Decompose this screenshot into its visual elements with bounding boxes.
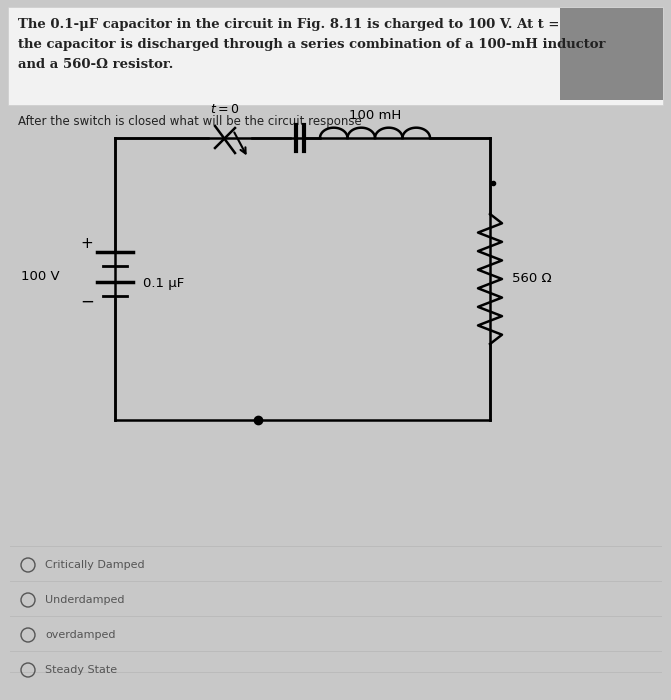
- Text: Underdamped: Underdamped: [45, 595, 125, 605]
- Text: 0.1 μF: 0.1 μF: [143, 277, 185, 290]
- Text: After the switch is closed what will be the circuit response: After the switch is closed what will be …: [18, 115, 362, 128]
- Text: overdamped: overdamped: [45, 630, 115, 640]
- Text: 100 V: 100 V: [21, 270, 60, 284]
- Text: Steady State: Steady State: [45, 665, 117, 675]
- Text: The 0.1-μF capacitor in the circuit in Fig. 8.11 is charged to 100 V. At t =: The 0.1-μF capacitor in the circuit in F…: [18, 18, 560, 31]
- Text: 560 Ω: 560 Ω: [512, 272, 552, 286]
- Text: the capacitor is discharged through a series combination of a 100-mH inductor: the capacitor is discharged through a se…: [18, 38, 605, 51]
- Text: 100 mH: 100 mH: [349, 108, 401, 122]
- Text: and a 560-Ω resistor.: and a 560-Ω resistor.: [18, 58, 173, 71]
- Text: $t=0$: $t=0$: [210, 103, 240, 116]
- Bar: [560, 8, 663, 100]
- Text: −: −: [80, 293, 94, 311]
- Text: +: +: [81, 237, 93, 251]
- Bar: [8, 7, 663, 105]
- Text: Critically Damped: Critically Damped: [45, 560, 145, 570]
